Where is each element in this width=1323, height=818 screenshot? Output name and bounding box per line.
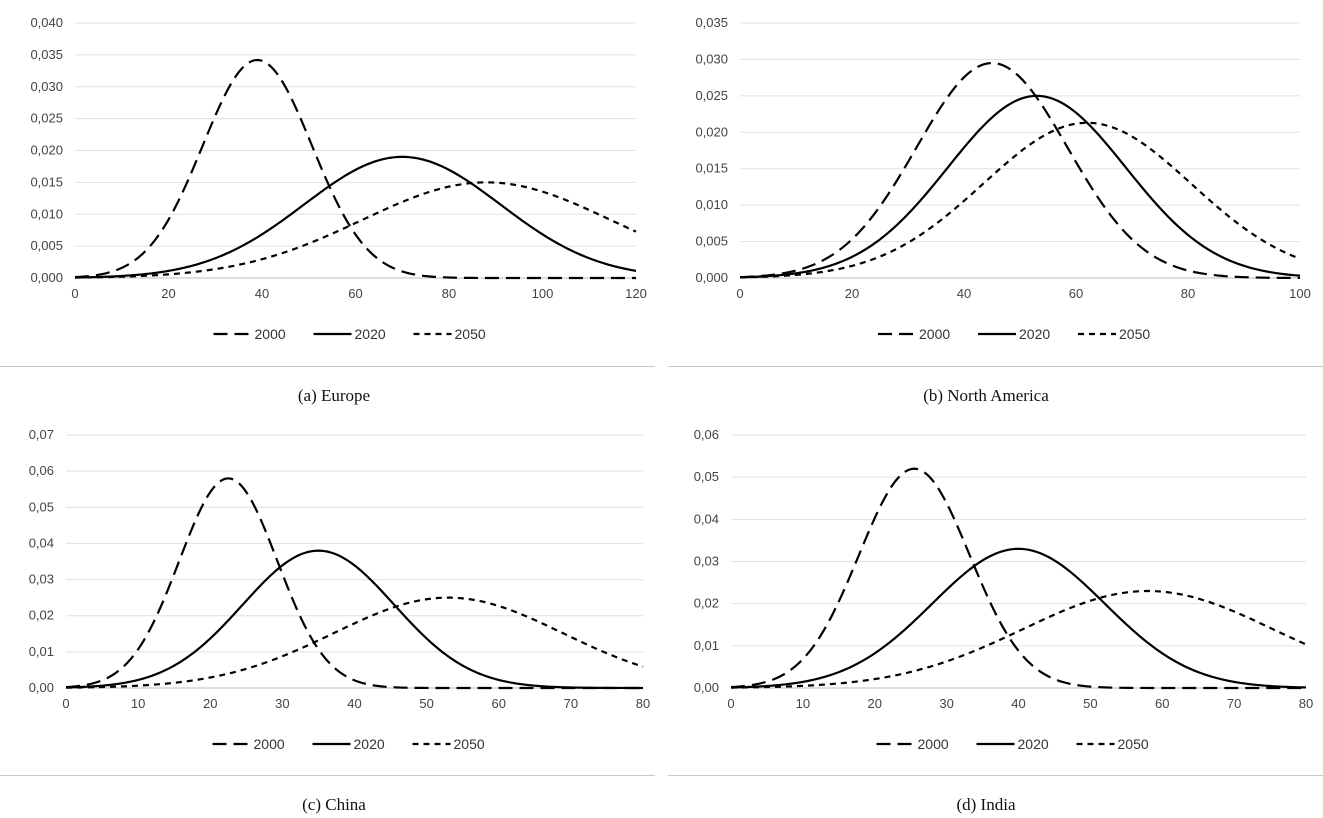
separator-top-right	[668, 366, 1323, 367]
y-tick-label-europe-1: 0,005	[30, 238, 63, 253]
x-tick-label-india-2: 20	[868, 696, 882, 711]
y-tick-label-china-0: 0,00	[29, 680, 54, 695]
y-tick-label-north-america-4: 0,020	[695, 124, 728, 139]
y-tick-label-india-4: 0,04	[694, 511, 719, 526]
y-tick-label-north-america-3: 0,015	[695, 161, 728, 176]
y-tick-label-north-america-1: 0,005	[695, 234, 728, 249]
x-tick-label-north-america-0: 0	[736, 286, 743, 301]
x-tick-label-europe-5: 100	[532, 286, 554, 301]
x-tick-label-north-america-1: 20	[845, 286, 859, 301]
x-tick-label-china-3: 30	[275, 696, 289, 711]
x-tick-label-india-0: 0	[727, 696, 734, 711]
x-tick-label-india-6: 60	[1155, 696, 1169, 711]
legend-label-india-2000: 2000	[918, 736, 949, 752]
y-tick-label-europe-5: 0,025	[30, 111, 63, 126]
caption-north-america: (b) North America	[923, 386, 1049, 405]
x-tick-label-china-8: 80	[636, 696, 650, 711]
x-tick-label-india-5: 50	[1083, 696, 1097, 711]
y-tick-label-india-2: 0,02	[694, 596, 719, 611]
y-tick-label-india-0: 0,00	[694, 680, 719, 695]
legend-label-europe-2050: 2050	[455, 326, 486, 342]
x-tick-label-europe-6: 120	[625, 286, 647, 301]
y-tick-label-north-america-6: 0,030	[695, 51, 728, 66]
y-tick-label-china-4: 0,04	[29, 535, 54, 550]
series-line-china-2020	[65, 549, 644, 690]
legend-label-china-2020: 2020	[354, 736, 385, 752]
x-tick-label-china-1: 10	[131, 696, 145, 711]
series-line-europe-2050	[74, 181, 637, 279]
y-tick-label-china-3: 0,03	[29, 572, 54, 587]
y-tick-label-china-2: 0,02	[29, 608, 54, 623]
x-tick-label-china-7: 70	[564, 696, 578, 711]
legend-label-india-2050: 2050	[1118, 736, 1149, 752]
x-tick-label-north-america-5: 100	[1289, 286, 1311, 301]
series-line-india-2020	[730, 547, 1307, 689]
legend-label-china-2000: 2000	[254, 736, 285, 752]
y-tick-label-india-5: 0,05	[694, 469, 719, 484]
x-tick-label-europe-2: 40	[255, 286, 269, 301]
separator-top-left	[0, 366, 655, 367]
x-tick-label-india-4: 40	[1011, 696, 1025, 711]
x-tick-label-north-america-4: 80	[1181, 286, 1195, 301]
x-tick-label-europe-3: 60	[348, 286, 362, 301]
y-tick-label-india-3: 0,03	[694, 554, 719, 569]
x-tick-label-europe-4: 80	[442, 286, 456, 301]
legend-label-europe-2020: 2020	[355, 326, 386, 342]
separator-bottom-left	[0, 775, 655, 776]
y-tick-label-north-america-2: 0,010	[695, 197, 728, 212]
legend-label-north-america-2050: 2050	[1119, 326, 1150, 342]
y-tick-label-north-america-7: 0,035	[695, 15, 728, 30]
separator-bottom-right	[668, 775, 1323, 776]
series-line-india-2050	[730, 589, 1307, 689]
series-line-china-2050	[65, 596, 644, 689]
series-line-north-america-2020	[739, 94, 1301, 279]
x-tick-label-china-6: 60	[492, 696, 506, 711]
y-tick-label-north-america-0: 0,000	[695, 270, 728, 285]
y-tick-label-europe-0: 0,000	[30, 270, 63, 285]
legend-label-north-america-2020: 2020	[1019, 326, 1050, 342]
y-tick-label-europe-3: 0,015	[30, 174, 63, 189]
y-tick-label-europe-4: 0,020	[30, 143, 63, 158]
x-tick-label-europe-0: 0	[71, 286, 78, 301]
series-line-china-2000	[65, 477, 643, 690]
x-tick-label-china-4: 40	[347, 696, 361, 711]
x-tick-label-china-0: 0	[62, 696, 69, 711]
y-tick-label-india-6: 0,06	[694, 427, 719, 442]
series-line-north-america-2000	[739, 61, 1301, 280]
y-tick-label-europe-6: 0,030	[30, 79, 63, 94]
x-tick-label-north-america-2: 40	[957, 286, 971, 301]
caption-india: (d) India	[956, 795, 1016, 814]
series-line-europe-2000	[74, 58, 636, 280]
x-tick-label-india-8: 80	[1299, 696, 1313, 711]
x-tick-label-india-3: 30	[939, 696, 953, 711]
legend-label-china-2050: 2050	[454, 736, 485, 752]
x-tick-label-china-2: 20	[203, 696, 217, 711]
y-tick-label-china-5: 0,05	[29, 499, 54, 514]
caption-europe: (a) Europe	[297, 386, 371, 405]
y-tick-label-china-1: 0,01	[29, 644, 54, 659]
x-tick-label-china-5: 50	[419, 696, 433, 711]
y-tick-label-china-7: 0,07	[29, 427, 54, 442]
y-tick-label-europe-8: 0,040	[30, 15, 63, 30]
legend-label-india-2020: 2020	[1018, 736, 1049, 752]
x-tick-label-india-1: 10	[796, 696, 810, 711]
legend-label-north-america-2000: 2000	[919, 326, 950, 342]
x-tick-label-india-7: 70	[1227, 696, 1241, 711]
series-line-europe-2020	[74, 155, 637, 279]
legend-label-europe-2000: 2000	[255, 326, 286, 342]
x-tick-label-europe-1: 20	[161, 286, 175, 301]
y-tick-label-europe-7: 0,035	[30, 47, 63, 62]
series-line-north-america-2050	[739, 121, 1301, 279]
y-tick-label-china-6: 0,06	[29, 463, 54, 478]
y-tick-label-india-1: 0,01	[694, 638, 719, 653]
y-tick-label-north-america-5: 0,025	[695, 88, 728, 103]
x-tick-label-north-america-3: 60	[1069, 286, 1083, 301]
series-line-india-2000	[730, 467, 1306, 690]
y-tick-label-europe-2: 0,010	[30, 206, 63, 221]
caption-china: (c) China	[302, 795, 366, 814]
